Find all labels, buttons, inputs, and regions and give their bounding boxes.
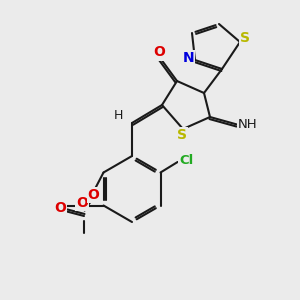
Text: S: S: [176, 128, 187, 142]
Text: O: O: [153, 46, 165, 59]
Text: NH: NH: [238, 118, 257, 131]
Text: O: O: [76, 196, 88, 210]
Text: N: N: [183, 52, 194, 65]
Text: Cl: Cl: [179, 154, 194, 167]
Text: O: O: [54, 201, 66, 215]
Text: O: O: [88, 188, 100, 202]
Text: H: H: [114, 109, 123, 122]
Text: S: S: [240, 31, 250, 44]
